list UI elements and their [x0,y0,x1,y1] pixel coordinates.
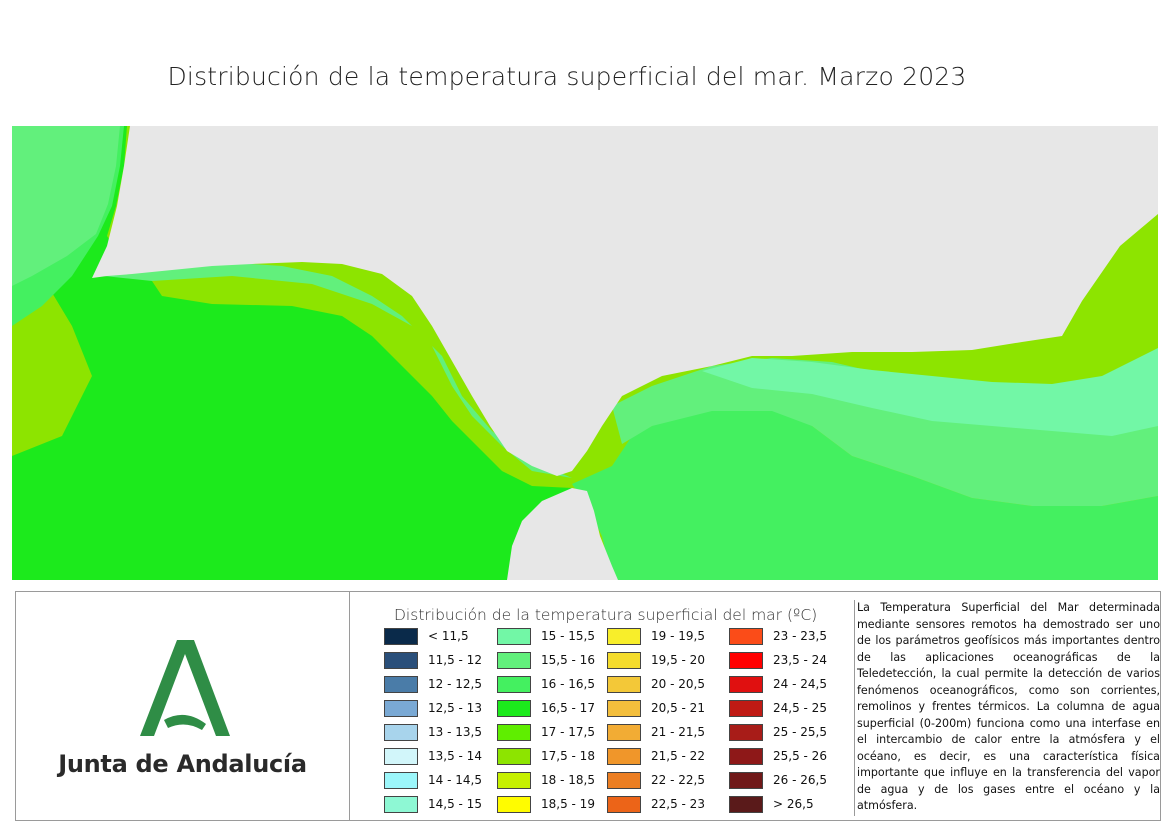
legend-swatch [729,676,763,693]
legend-label: 24,5 - 25 [773,701,827,715]
legend-label: 23 - 23,5 [773,629,827,643]
legend-label: 12 - 12,5 [428,677,482,691]
legend-label: 13,5 - 14 [428,749,482,763]
legend-label: 25,5 - 26 [773,749,827,763]
legend-label: 19,5 - 20 [651,653,705,667]
legend-swatch [497,628,531,645]
legend-label: 20,5 - 21 [651,701,705,715]
legend-label: 22,5 - 23 [651,797,705,811]
sea-temperature-map [12,126,1158,580]
legend-label: 22 - 22,5 [651,773,705,787]
legend-label: 24 - 24,5 [773,677,827,691]
sea-zone-15-15-5 [702,348,1158,436]
legend-label: 18,5 - 19 [541,797,595,811]
legend-label: 18 - 18,5 [541,773,595,787]
legend-label: < 11,5 [428,629,469,643]
legend-swatch [497,700,531,717]
legend-swatch [384,700,418,717]
legend-swatch [384,748,418,765]
legend-label: 26 - 26,5 [773,773,827,787]
land-iberia [92,126,1158,476]
legend-label: 17,5 - 18 [541,749,595,763]
legend-label: 15,5 - 16 [541,653,595,667]
legend-swatch [384,628,418,645]
legend-swatch [384,724,418,741]
sea-zone-15-5-16 [12,126,1158,506]
legend-label: 13 - 13,5 [428,725,482,739]
legend-swatch [384,652,418,669]
legend-label: 11,5 - 12 [428,653,482,667]
legend-swatch [729,748,763,765]
legend-swatch [497,676,531,693]
legend-swatch [729,772,763,789]
legend-swatch [607,748,641,765]
legend-swatch [607,796,641,813]
legend-label: 16,5 - 17 [541,701,595,715]
legend-swatch [497,796,531,813]
legend-swatch [384,796,418,813]
legend-label: 12,5 - 13 [428,701,482,715]
map-footer: Junta de Andalucía Distribución de la te… [15,591,1161,821]
legend-swatch [497,772,531,789]
legend-label: 19 - 19,5 [651,629,705,643]
legend-swatch [607,676,641,693]
legend-label: 15 - 15,5 [541,629,595,643]
legend: Distribución de la temperatura superfici… [350,592,852,820]
legend-label: > 26,5 [773,797,814,811]
legend-title: Distribución de la temperatura superfici… [394,606,818,624]
legend-swatch [497,724,531,741]
legend-label: 25 - 25,5 [773,725,827,739]
legend-label: 21 - 21,5 [651,725,705,739]
logo-mark [140,640,230,736]
legend-swatch [607,724,641,741]
legend-label: 23,5 - 24 [773,653,827,667]
legend-label: 14,5 - 15 [428,797,482,811]
legend-label: 17 - 17,5 [541,725,595,739]
legend-swatch [729,724,763,741]
legend-swatch [384,676,418,693]
legend-swatch [607,652,641,669]
legend-swatch [497,748,531,765]
logo-panel: Junta de Andalucía [16,592,350,820]
legend-swatch [607,628,641,645]
legend-label: 16 - 16,5 [541,677,595,691]
legend-swatch [729,700,763,717]
legend-swatch [607,772,641,789]
description-text: La Temperatura Superficial del Mar deter… [854,600,1160,816]
legend-swatch [384,772,418,789]
legend-swatch [729,652,763,669]
legend-label: 21,5 - 22 [651,749,705,763]
logo-text: Junta de Andalucía [58,750,307,778]
legend-swatch [729,796,763,813]
sea-zone-16-16-5 [12,126,1158,580]
legend-label: 20 - 20,5 [651,677,705,691]
legend-label: 14 - 14,5 [428,773,482,787]
junta-andalucia-logo-icon [140,640,230,736]
sea-zone-16-5-17 [12,126,612,580]
land-north-africa [507,488,618,580]
legend-swatch [497,652,531,669]
map-title: Distribución de la temperatura superfici… [167,62,967,91]
legend-swatch [607,700,641,717]
legend-swatch [729,628,763,645]
